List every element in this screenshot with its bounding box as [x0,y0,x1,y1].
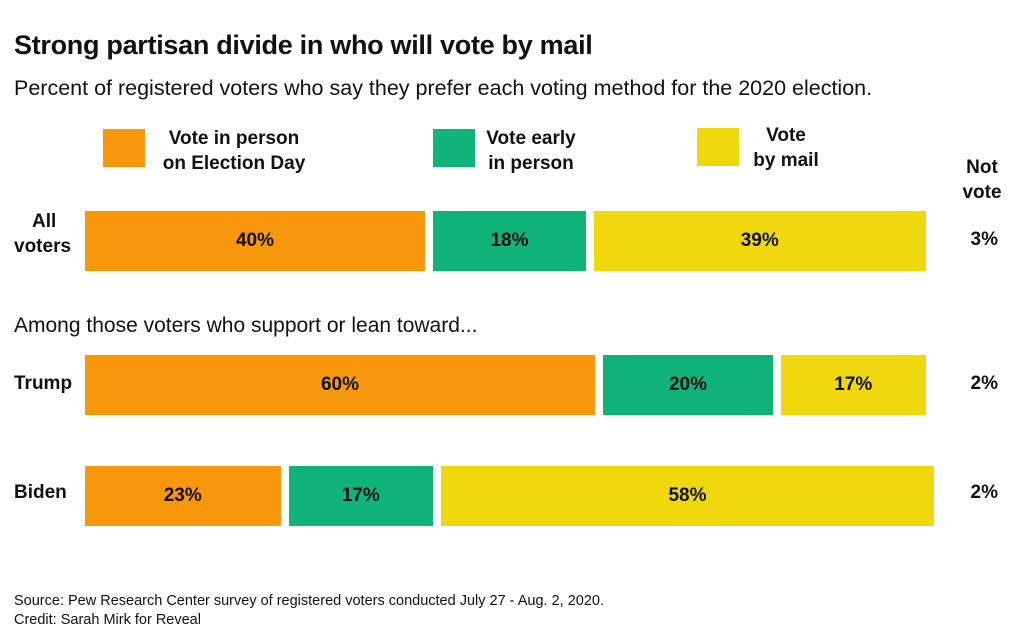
legend-mail-line2: by mail [753,150,819,171]
bar-all-voters-early: 18% [433,211,586,271]
footer-credit: Credit: Sarah Mirk for Reveal [14,612,201,628]
bar-value-label: 18% [490,230,529,251]
bar-value-label: 40% [235,230,275,251]
legend-not-vote-line1: Not [966,157,998,178]
among-label: Among those voters who support or lean t… [14,314,478,337]
not-vote-value-trump: 2% [970,373,998,394]
legend-early-line1: Vote early [486,128,576,149]
row-label-all-voters: All voters [14,209,71,259]
bar-biden-early: 17% [288,466,433,526]
legend-mail-line1: Vote [766,125,806,146]
legend-swatch-early [433,129,475,167]
legend-label-in-person: Vote in person on Election Day [150,126,318,176]
bar-value-label: 60% [320,374,360,395]
bar-value-label: 58% [668,485,707,506]
legend-not-vote-line2: vote [962,182,1002,203]
bar-value-label: 20% [668,374,708,395]
bar-value-label: 23% [163,485,202,506]
bar-trump-in-person: 60% [85,355,595,415]
not-vote-value-all-voters: 3% [970,229,998,250]
legend-early-line2: in person [488,153,574,174]
legend-in-person-line1: Vote in person [168,128,300,149]
bar-trump-early: 20% [603,355,773,415]
chart-title: Strong partisan divide in who will vote … [14,30,593,60]
legend-swatch-in-person [103,129,145,167]
bar-value-label: 39% [740,230,779,251]
not-vote-value-biden: 2% [970,482,998,503]
chart-subtitle: Percent of registered voters who say the… [14,76,873,100]
row-label-trump: Trump [14,373,73,394]
bar-trump-mail: 17% [781,355,926,415]
legend-label-mail: Vote by mail [745,123,827,173]
row-label-all-voters-line1: All [32,211,57,232]
row-label-biden: Biden [14,482,67,503]
bar-all-voters-mail: 39% [594,211,926,271]
legend-swatch-mail [697,128,739,166]
footer-source: Source: Pew Research Center survey of re… [14,593,604,609]
bar-value-label: 17% [341,485,380,506]
bar-all-voters-in-person: 40% [85,211,425,271]
bar-biden-mail: 58% [441,466,934,526]
bar-biden-in-person: 23% [85,466,281,526]
row-label-all-voters-line2: voters [14,236,72,257]
legend-in-person-line2: on Election Day [162,153,306,174]
bar-value-label: 17% [834,374,873,395]
legend-label-not-vote: Not vote [955,155,1009,205]
legend-label-early: Vote early in person [476,126,586,176]
